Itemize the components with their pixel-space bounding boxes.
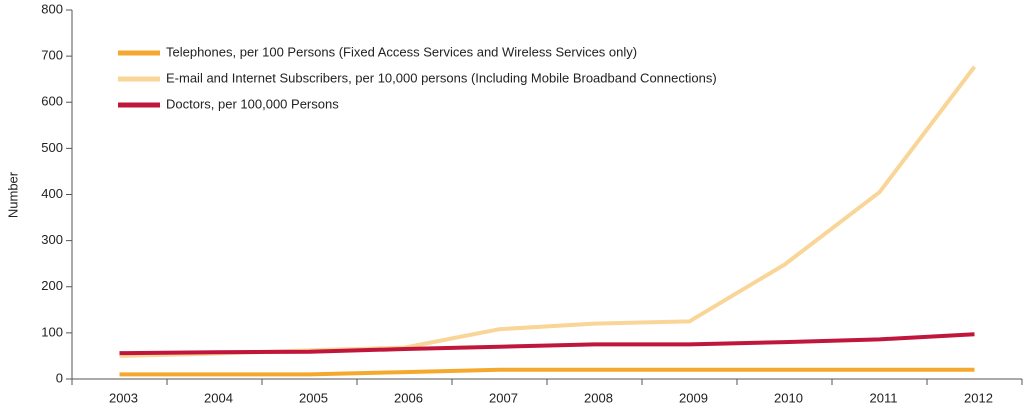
y-tick-label: 100 <box>41 324 63 339</box>
legend-label: E-mail and Internet Subscribers, per 10,… <box>166 70 717 85</box>
x-tick-label: 2007 <box>489 390 518 405</box>
x-tick-label: 2004 <box>204 390 233 405</box>
x-tick-label: 2010 <box>774 390 803 405</box>
y-tick-label: 800 <box>41 1 63 16</box>
x-tick-label: 2008 <box>584 390 613 405</box>
y-tick-label: 500 <box>41 140 63 155</box>
x-tick-label: 2003 <box>109 390 138 405</box>
x-tick-label: 2009 <box>679 390 708 405</box>
y-tick-label: 700 <box>41 48 63 63</box>
x-tick-label: 2006 <box>394 390 423 405</box>
y-tick-label: 400 <box>41 186 63 201</box>
y-axis-label: Number <box>5 171 20 218</box>
series-line <box>119 332 975 356</box>
y-tick-label: 0 <box>56 370 63 385</box>
y-tick-label: 300 <box>41 232 63 247</box>
x-tick-label: 2005 <box>299 390 328 405</box>
legend-label: Telephones, per 100 Persons (Fixed Acces… <box>166 44 637 59</box>
x-tick-label: 2012 <box>964 390 993 405</box>
legend-label: Doctors, per 100,000 Persons <box>166 96 339 111</box>
y-tick-label: 600 <box>41 94 63 109</box>
x-tick-label: 2011 <box>870 390 898 405</box>
series-line <box>119 367 975 377</box>
y-tick-label: 200 <box>41 278 63 293</box>
